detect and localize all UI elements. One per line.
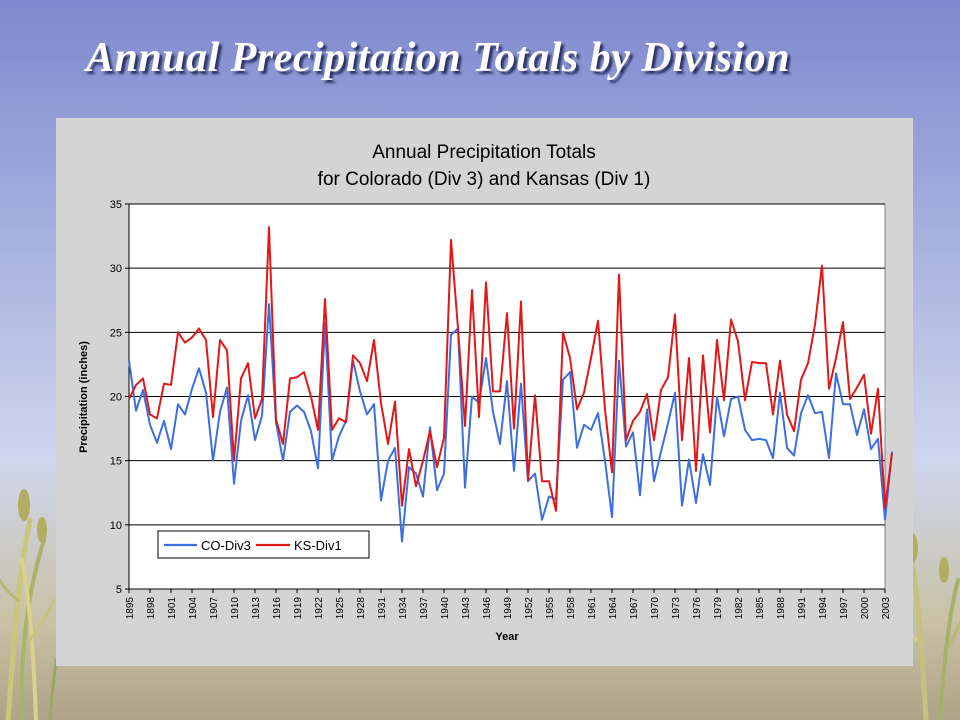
x-tick-label: 1958 <box>566 597 577 620</box>
legend-label-co-div3: CO-Div3 <box>201 538 251 553</box>
x-tick-label: 1979 <box>713 597 724 620</box>
y-tick-label: 35 <box>110 199 122 211</box>
x-tick-label: 1895 <box>125 597 136 620</box>
x-tick-label: 1994 <box>818 597 829 620</box>
y-axis-label: Precipitation (inches) <box>78 341 90 453</box>
x-tick-label: 1997 <box>839 597 850 620</box>
x-tick-label: 1931 <box>377 597 388 620</box>
x-tick-label: 1916 <box>272 597 283 620</box>
y-tick-label: 10 <box>110 520 122 532</box>
series-line-co-div3 <box>128 303 893 543</box>
x-tick-label: 1907 <box>209 597 220 620</box>
x-tick-label: 1955 <box>545 597 556 620</box>
x-tick-label: 1964 <box>608 597 619 620</box>
x-tick-label: 2003 <box>881 597 892 620</box>
x-tick-label: 1934 <box>398 597 409 620</box>
x-tick-label: 1991 <box>797 597 808 620</box>
chart-title-line2: for Colorado (Div 3) and Kansas (Div 1) <box>318 169 651 190</box>
x-tick-label: 1940 <box>440 597 451 620</box>
x-tick-label: 1898 <box>146 597 157 620</box>
x-tick-label: 1919 <box>293 597 304 620</box>
x-tick-label: 1985 <box>755 597 766 620</box>
y-tick-label: 25 <box>110 327 122 339</box>
x-tick-label: 1961 <box>587 597 598 620</box>
x-tick-label: 1949 <box>503 597 514 620</box>
y-tick-label: 20 <box>110 392 122 404</box>
x-tick-label: 1904 <box>188 597 199 620</box>
x-tick-label: 1973 <box>671 597 682 620</box>
slide-title: Annual Precipitation Totals by Division <box>86 35 791 81</box>
y-tick-label: 5 <box>116 584 122 596</box>
x-tick-label: 1901 <box>167 597 178 620</box>
x-tick-label: 1988 <box>776 597 787 620</box>
x-tick-label: 1952 <box>524 597 535 620</box>
x-tick-label: 1913 <box>251 597 262 620</box>
x-tick-label: 1967 <box>629 597 640 620</box>
chart-panel: Annual Precipitation Totals for Colorado… <box>56 118 913 666</box>
legend: CO-Div3 KS-Div1 <box>157 530 370 559</box>
x-tick-label: 1925 <box>335 597 346 620</box>
x-tick-label: 1976 <box>692 597 703 620</box>
legend-label-ks-div1: KS-Div1 <box>294 538 342 553</box>
x-tick-label: 1928 <box>356 597 367 620</box>
x-tick-label: 1982 <box>734 597 745 620</box>
chart-title-line1: Annual Precipitation Totals <box>372 142 596 163</box>
y-tick-label: 30 <box>110 263 122 275</box>
series-lines <box>128 226 893 543</box>
x-axis-ticks: 1895 1898 1901 1904 1907 1910 1913 1916 1919 1922… <box>125 589 892 619</box>
x-tick-label: 2000 <box>860 597 871 620</box>
x-tick-label: 1922 <box>314 597 325 620</box>
precipitation-line-chart: Annual Precipitation Totals for Colorado… <box>78 142 893 643</box>
x-tick-label: 1937 <box>419 597 430 620</box>
x-tick-label: 1943 <box>461 597 472 620</box>
x-tick-label: 1970 <box>650 597 661 620</box>
x-axis-label: Year <box>495 631 519 643</box>
x-tick-label: 1910 <box>230 597 241 620</box>
y-tick-label: 15 <box>110 456 122 468</box>
x-tick-label: 1946 <box>482 597 493 620</box>
gridlines <box>129 203 885 526</box>
series-line-ks-div1 <box>128 226 893 512</box>
